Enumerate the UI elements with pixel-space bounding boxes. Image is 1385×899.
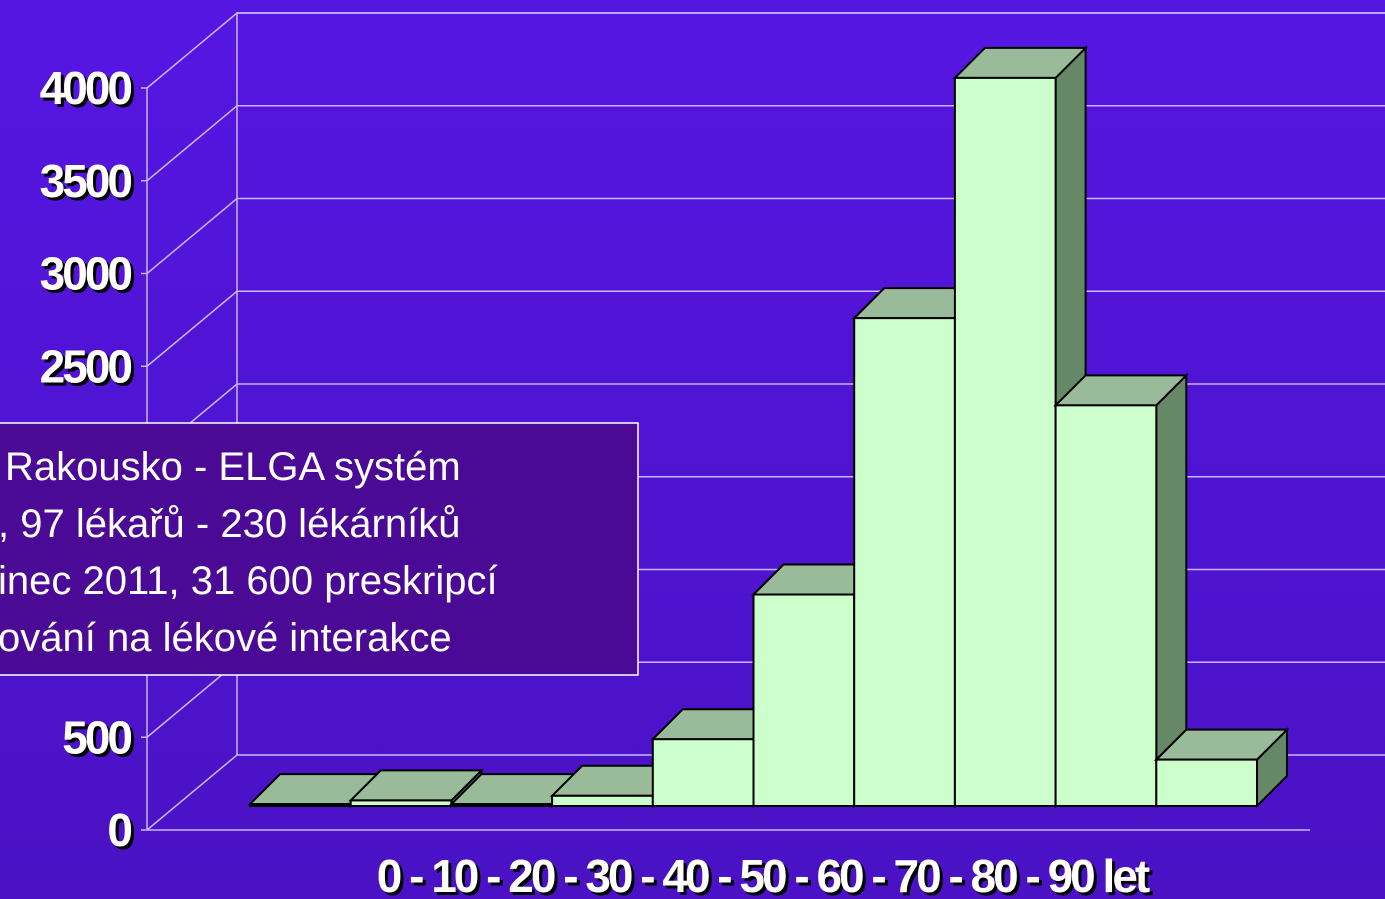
bar-front [249,803,352,808]
bar-front [752,593,856,808]
y-tick-label: 4000 [40,62,132,114]
bar-front [1054,404,1158,807]
y-tick-label: 3000 [40,248,132,300]
bar [1053,372,1189,809]
annotation-line: inec 2011, 31 600 preskripcí [0,559,498,603]
bar-front [651,738,755,807]
bar-front [1155,758,1259,807]
annotation-line: ování na lékové interakce [0,616,452,660]
bar-front [853,317,956,807]
bar-front [953,76,1057,808]
y-tick-label: 0 [107,804,131,856]
bar-front [450,803,554,808]
annotation-box [0,422,639,676]
y-tick-label: 2500 [40,340,132,392]
bar-front [349,799,453,807]
annotation-line: , 97 lékařů - 230 lékárníků [0,502,460,546]
bar [1153,727,1290,809]
annotation-line: Rakousko - ELGA systém [5,445,461,489]
y-tick-label: 3500 [40,155,132,207]
bar-front [551,794,654,807]
x-axis-label: 0 - 10 - 20 - 30 - 40 - 50 - 60 - 70 - 8… [377,850,1150,899]
y-tick-label: 500 [62,711,131,763]
grid-line [146,12,1385,89]
